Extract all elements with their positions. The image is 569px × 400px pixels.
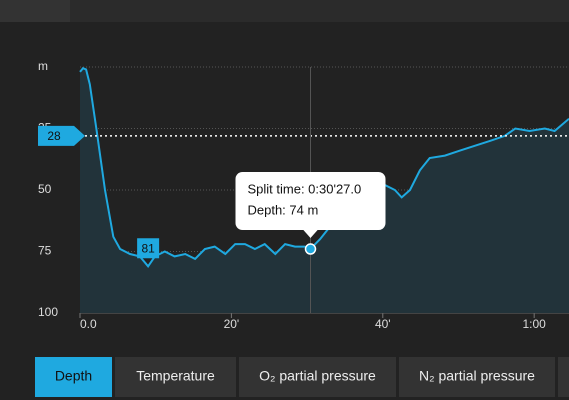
tooltip-line: Depth: 74 m <box>247 202 318 217</box>
depth-marker-label: 28 <box>47 129 61 143</box>
tab[interactable] <box>35 357 112 397</box>
tooltip-point <box>304 243 317 255</box>
tab-label[interactable]: Depth <box>55 368 92 384</box>
line <box>79 66 569 268</box>
tab[interactable] <box>239 357 396 397</box>
y-tick-label: 100 <box>38 305 58 319</box>
x-tick-label: 40' <box>375 317 391 331</box>
depth-marker[interactable] <box>38 125 85 146</box>
y-tick-label: m <box>38 59 48 73</box>
tab[interactable] <box>115 357 236 397</box>
top-tab[interactable] <box>0 0 70 22</box>
tab-label[interactable]: Temperature <box>136 368 215 384</box>
y-tick-label: 50 <box>38 182 52 196</box>
tab[interactable] <box>558 357 569 397</box>
tooltip-box <box>235 172 386 230</box>
x-tick-label: 1:00 <box>522 317 546 331</box>
tab-label[interactable]: N₂ partial pressure <box>419 368 535 384</box>
y-tick-label: 75 <box>38 244 52 258</box>
tooltip-line: Split time: 0:30'27.0 <box>247 181 361 196</box>
tabs: Depth Temperature O₂ partial pressure N₂ pa… <box>35 357 569 397</box>
tab-label[interactable]: O₂ partial pressure <box>259 368 376 384</box>
x-tick-label: 0.0 <box>80 317 97 331</box>
top-bar <box>0 0 569 22</box>
max-depth-box <box>137 238 160 259</box>
x-tick-label: 20' <box>224 317 240 331</box>
max-depth-label: 81 <box>141 241 155 255</box>
tab[interactable] <box>399 357 555 397</box>
tooltip-pointer <box>302 229 319 238</box>
